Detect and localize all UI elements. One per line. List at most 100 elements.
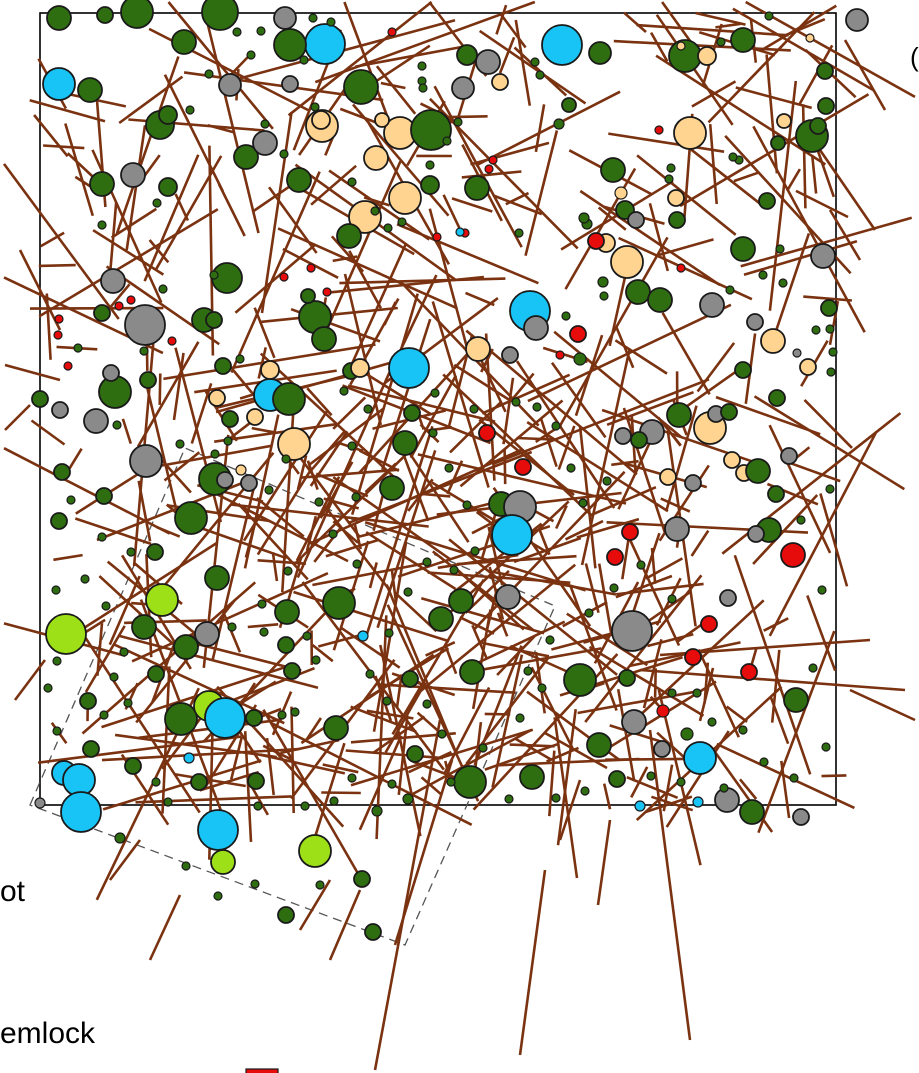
tree-stem-dark-green — [597, 276, 609, 288]
cwd-log — [199, 770, 260, 792]
tree-stem-dark-green — [608, 770, 626, 788]
cwd-log — [480, 348, 494, 373]
tree-stem-dark-green — [214, 357, 232, 375]
cwd-log — [516, 436, 558, 441]
tree-stem-gray — [83, 408, 109, 434]
tree-stem-dark-green — [584, 608, 594, 618]
cwd-log — [636, 23, 789, 37]
cwd-log — [715, 22, 741, 29]
cwd-log — [431, 301, 490, 488]
tree-stem-tan — [388, 181, 422, 215]
tree-stem-red — [656, 704, 670, 718]
tree-stem-dark-green — [820, 299, 838, 317]
tree-stem-red — [63, 361, 73, 371]
tree-stem-tan — [208, 389, 226, 407]
cwd-log — [716, 742, 855, 810]
tree-stem-gray — [451, 76, 475, 100]
tree-stem-dark-green — [311, 655, 321, 665]
tree-stem-dark-green — [758, 270, 768, 280]
tree-stem-dark-green — [397, 217, 407, 227]
cwd-log — [257, 347, 267, 379]
tree-stem-tan — [667, 189, 685, 207]
cwd-log — [446, 460, 464, 495]
tree-stem-gray — [218, 73, 242, 97]
tree-stem-dark-green — [728, 152, 738, 162]
tree-stem-dark-green — [101, 601, 111, 611]
tree-stem-dark-green — [551, 793, 561, 803]
cwd-log — [375, 65, 417, 115]
cwd-log — [566, 612, 648, 667]
tree-stem-dark-green — [164, 702, 198, 736]
cwd-log — [548, 750, 556, 817]
tree-stem-dark-green — [73, 343, 83, 353]
cwd-log — [322, 763, 359, 774]
tree-stem-dark-green — [514, 228, 524, 238]
cwd-log — [579, 189, 721, 287]
cwd-log — [376, 449, 437, 629]
tree-stem-dark-green — [379, 475, 405, 501]
tree-stem-dark-green — [328, 529, 338, 539]
cwd-log — [408, 750, 452, 774]
tree-stem-dark-green — [283, 662, 301, 680]
tree-stem-dark-green — [618, 669, 636, 687]
cwd-log — [657, 416, 682, 447]
tree-stem-dark-green — [123, 698, 133, 708]
tree-stem-dark-green — [370, 206, 380, 216]
cwd-log — [381, 318, 432, 471]
tree-stem-dark-green — [387, 779, 397, 789]
cwd-log — [465, 329, 638, 476]
cwd-log — [357, 339, 482, 475]
tree-stem-dark-green — [418, 83, 428, 93]
tree-stem-light-blue — [388, 347, 430, 389]
tree-stem-dark-green — [720, 403, 738, 421]
tree-stem-dark-green — [428, 606, 454, 632]
cwd-log — [530, 666, 574, 749]
legend-text-fragment-emlock: emlock — [0, 1017, 96, 1050]
cwd-log — [768, 424, 832, 554]
cwd-log — [121, 418, 133, 444]
tree-stem-dark-green — [770, 135, 786, 151]
tree-stem-red — [587, 232, 605, 250]
cwd-log — [66, 152, 95, 179]
cwd-log — [613, 39, 791, 52]
tree-stem-dark-green — [257, 599, 267, 609]
cwd-log — [299, 468, 400, 479]
tree-stem-gray — [51, 401, 69, 419]
cwd-log — [664, 405, 698, 512]
tree-stem-red — [621, 523, 639, 541]
tree-stem-tan — [610, 245, 644, 279]
tree-stem-dark-green — [796, 515, 806, 525]
tree-stem-dark-green — [97, 220, 107, 230]
cwd-log — [81, 581, 257, 735]
tree-stem-dark-green — [66, 495, 76, 505]
tree-stem-gray — [747, 525, 765, 543]
tree-stem-dark-green — [253, 801, 263, 811]
tree-stem-dark-green — [828, 347, 838, 357]
cwd-log — [433, 85, 523, 248]
tree-stem-gray — [714, 787, 740, 813]
tree-stem-dark-green — [97, 532, 107, 542]
tree-stem-dark-green — [392, 430, 418, 456]
tree-stem-tan — [799, 358, 817, 376]
cwd-log — [770, 649, 781, 723]
tree-stem-dark-green — [300, 288, 316, 304]
tree-stem-light-blue — [541, 24, 583, 66]
tree-stem-gray — [216, 471, 234, 489]
tree-stem-dark-green — [515, 713, 525, 723]
tree-stem-tan — [805, 33, 815, 43]
cwd-log — [358, 735, 403, 831]
cwd-log — [577, 689, 699, 715]
tree-stem-gray — [684, 474, 702, 492]
tree-stem-dark-green — [545, 635, 555, 645]
cwd-log — [774, 232, 811, 332]
tree-stem-dark-green — [259, 627, 269, 637]
cwd-log — [783, 459, 841, 483]
cwd-log — [558, 779, 582, 841]
tree-stem-light-blue — [634, 800, 646, 812]
tree-stem-dark-green — [730, 27, 756, 53]
tree-stem-dark-green — [174, 501, 208, 535]
cwd-log — [355, 45, 465, 68]
tree-stem-dark-green — [274, 599, 300, 625]
tree-stem-dark-green — [139, 371, 157, 389]
